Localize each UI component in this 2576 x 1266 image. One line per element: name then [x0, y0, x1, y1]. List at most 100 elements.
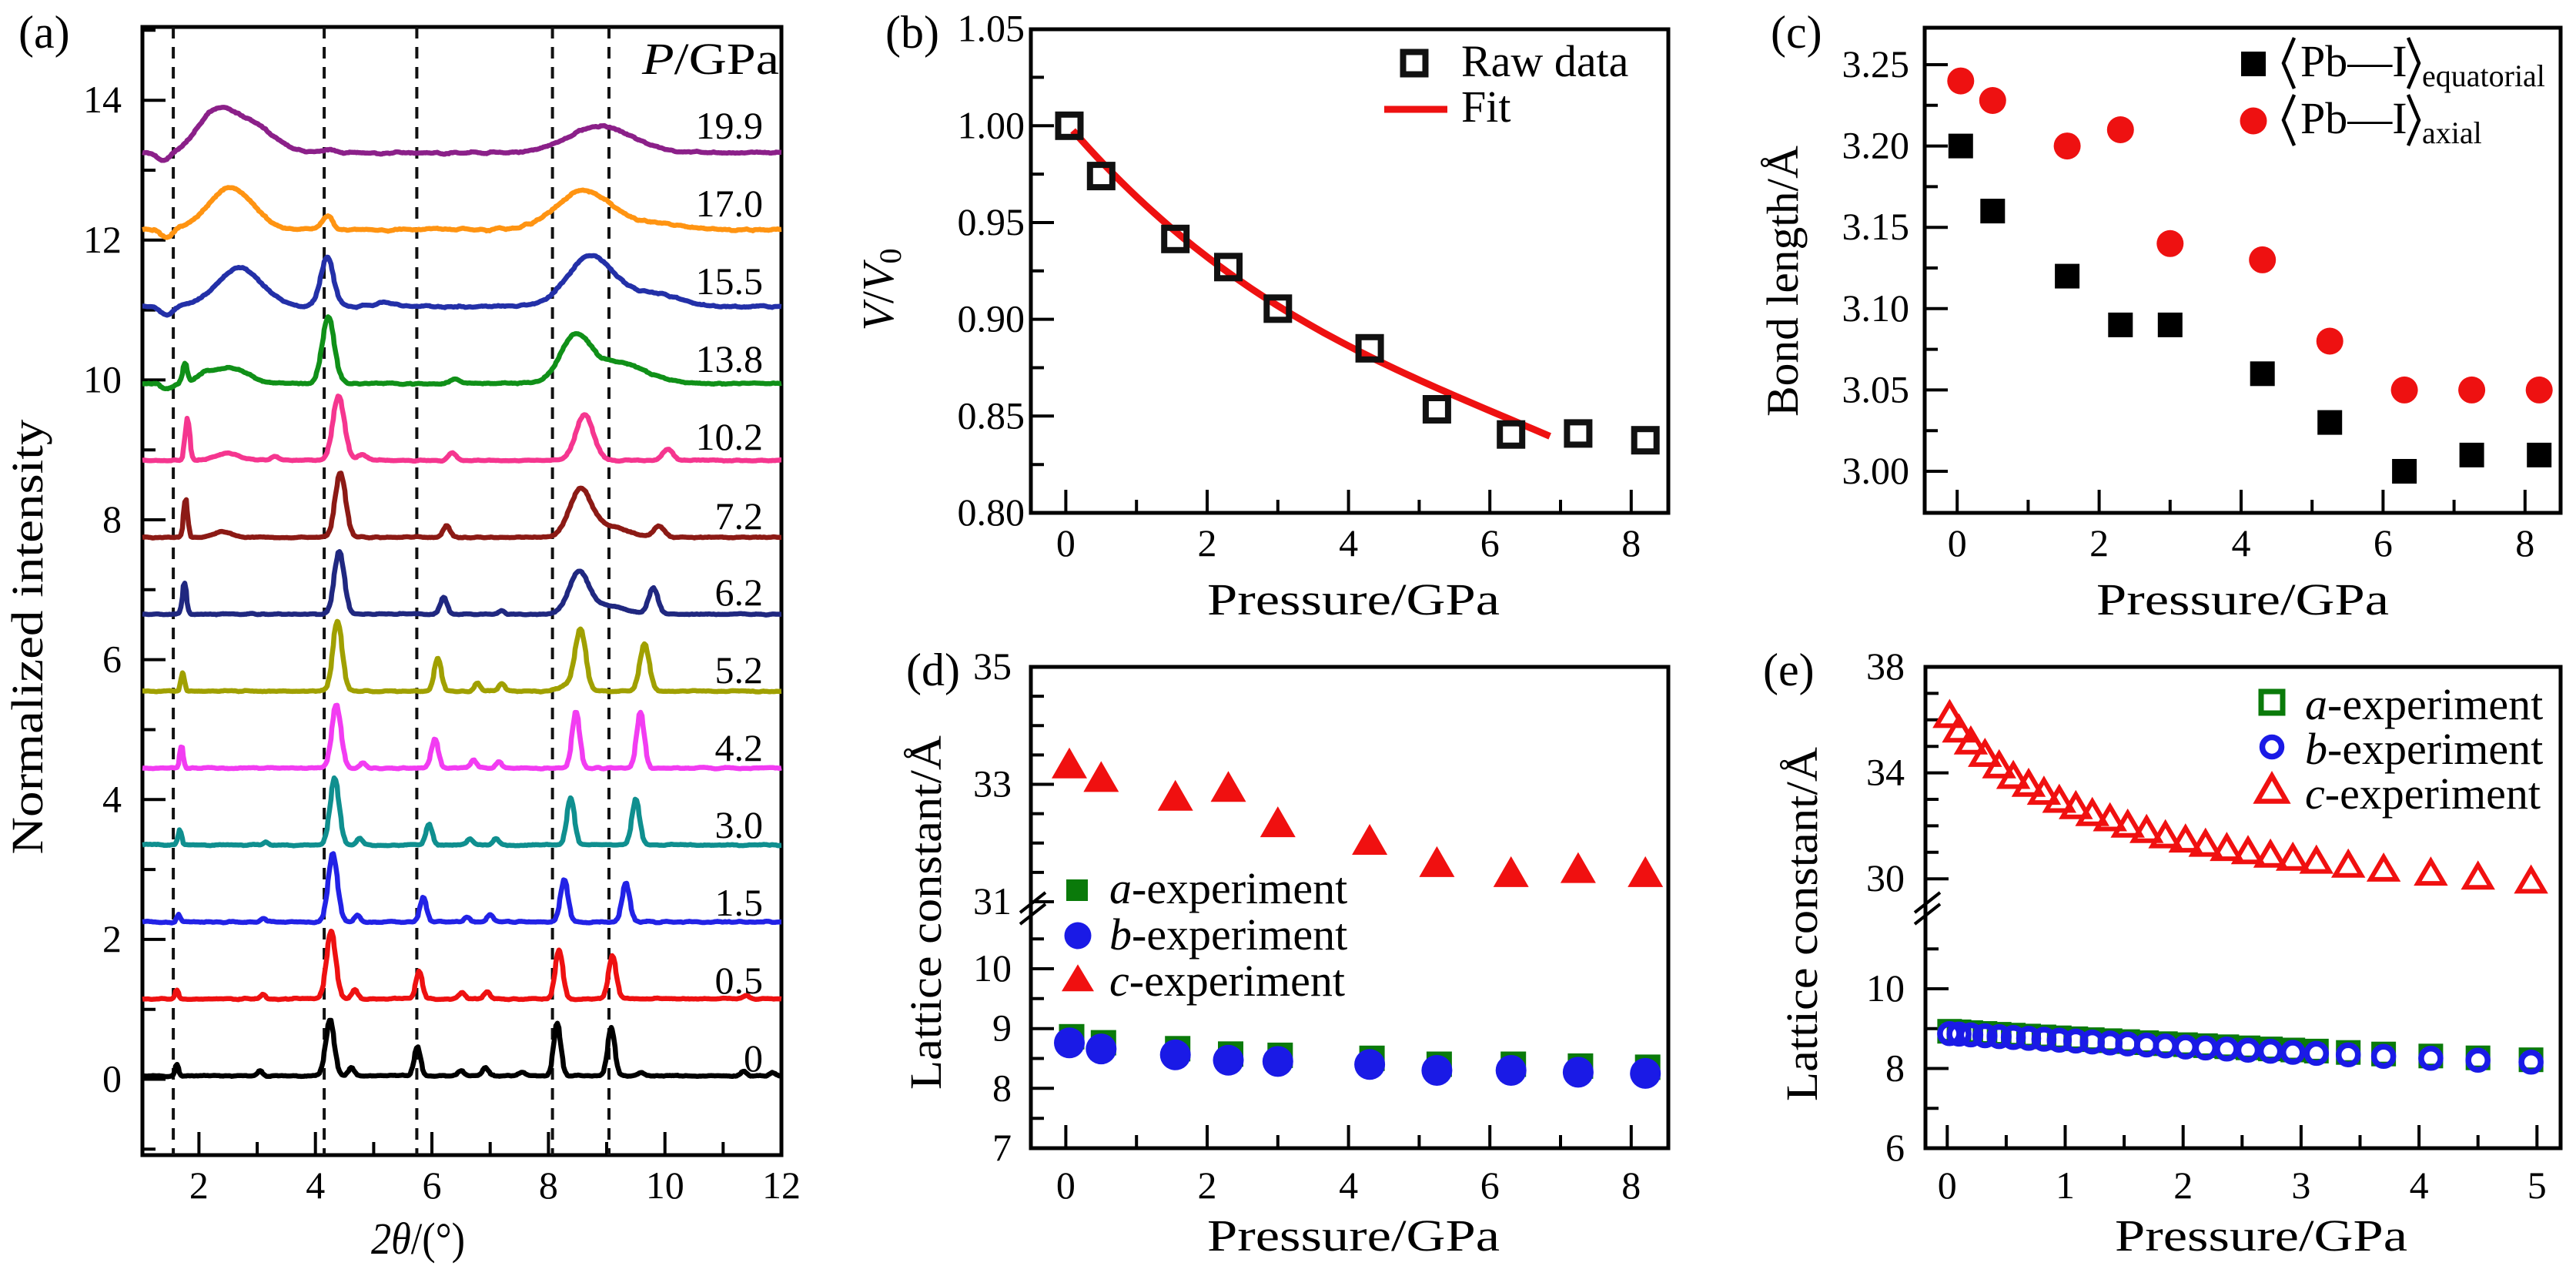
svg-text:33: 33: [973, 762, 1012, 805]
svg-text:14: 14: [83, 78, 122, 121]
svg-text:10: 10: [973, 946, 1012, 990]
svg-text:4.2: 4.2: [715, 726, 764, 769]
svg-text:4: 4: [2410, 1164, 2429, 1207]
svg-text:Pressure/GPa: Pressure/GPa: [1207, 574, 1500, 625]
svg-text:6: 6: [1885, 1126, 1905, 1169]
svg-text:6: 6: [423, 1164, 442, 1207]
svg-text:(a): (a): [18, 7, 70, 58]
svg-text:P/GPa: P/GPa: [641, 34, 779, 84]
svg-text:6: 6: [102, 638, 122, 681]
svg-text:19.9: 19.9: [696, 104, 764, 147]
svg-text:15.5: 15.5: [696, 260, 764, 303]
svg-text:3: 3: [2291, 1164, 2310, 1207]
svg-text:Pressure/GPa: Pressure/GPa: [1207, 1211, 1500, 1261]
svg-text:Pb—I: Pb—I: [2300, 36, 2407, 86]
svg-text:8: 8: [2515, 521, 2534, 564]
svg-text:4: 4: [2232, 521, 2251, 564]
svg-text:0: 0: [744, 1037, 763, 1080]
svg-text:(d): (d): [906, 645, 960, 695]
svg-text:3.0: 3.0: [715, 803, 764, 846]
svg-text:8: 8: [992, 1066, 1012, 1109]
svg-text:0.5: 0.5: [715, 959, 764, 1002]
svg-text:a-experiment: a-experiment: [1109, 863, 1347, 913]
svg-text:13.8: 13.8: [696, 337, 764, 380]
svg-text:2: 2: [189, 1164, 209, 1207]
svg-text:0: 0: [102, 1057, 122, 1100]
svg-text:6: 6: [1480, 1164, 1500, 1207]
svg-text:3.25: 3.25: [1842, 42, 1910, 85]
svg-text:Pressure/GPa: Pressure/GPa: [2115, 1211, 2407, 1261]
svg-text:5.2: 5.2: [715, 648, 764, 692]
svg-text:10: 10: [83, 357, 122, 400]
svg-text:Normalized intensity: Normalized intensity: [2, 420, 52, 855]
svg-text:0.80: 0.80: [958, 491, 1025, 534]
svg-text:3.20: 3.20: [1842, 124, 1910, 167]
svg-text:6: 6: [2374, 521, 2393, 564]
svg-text:2: 2: [1198, 521, 1217, 564]
svg-text:2: 2: [2173, 1164, 2193, 1207]
svg-text:0.85: 0.85: [958, 394, 1025, 437]
svg-text:Pb—I: Pb—I: [2300, 93, 2407, 143]
svg-text:3.05: 3.05: [1842, 367, 1910, 410]
svg-text:a-experiment: a-experiment: [2305, 679, 2543, 729]
svg-text:Fit: Fit: [1461, 82, 1511, 132]
svg-text:b-experiment: b-experiment: [2305, 724, 2543, 774]
svg-text:0.95: 0.95: [958, 200, 1025, 243]
svg-text:1.00: 1.00: [958, 103, 1025, 146]
svg-text:35: 35: [973, 645, 1012, 688]
svg-text:34: 34: [1866, 751, 1905, 794]
svg-text:2: 2: [102, 917, 122, 960]
svg-text:10: 10: [1866, 966, 1905, 1010]
svg-text:10.2: 10.2: [696, 415, 764, 458]
svg-text:b-experiment: b-experiment: [1109, 909, 1347, 960]
svg-text:1.5: 1.5: [715, 881, 764, 924]
svg-text:2: 2: [1198, 1164, 1217, 1207]
svg-text:c-experiment: c-experiment: [2305, 769, 2541, 819]
svg-text:30: 30: [1866, 856, 1905, 899]
svg-text:8: 8: [102, 497, 122, 541]
svg-text:4: 4: [1339, 521, 1358, 564]
svg-text:0: 0: [1948, 521, 1967, 564]
svg-text:4: 4: [1339, 1164, 1358, 1207]
svg-text:c-experiment: c-experiment: [1109, 956, 1345, 1006]
svg-text:2: 2: [2089, 521, 2109, 564]
svg-text:8: 8: [1621, 1164, 1641, 1207]
svg-text:31: 31: [973, 879, 1012, 923]
svg-text:7: 7: [992, 1126, 1012, 1169]
svg-text:1: 1: [2056, 1164, 2075, 1207]
svg-text:4: 4: [306, 1164, 325, 1207]
svg-text:6.2: 6.2: [715, 571, 764, 614]
svg-text:8: 8: [1885, 1047, 1905, 1090]
svg-text:0: 0: [1938, 1164, 1957, 1207]
svg-text:0: 0: [1056, 521, 1076, 564]
svg-text:0.90: 0.90: [958, 297, 1025, 340]
svg-text:9: 9: [992, 1006, 1012, 1050]
svg-text:3.10: 3.10: [1842, 286, 1910, 330]
svg-text:0: 0: [1056, 1164, 1076, 1207]
svg-text:1.05: 1.05: [958, 7, 1025, 50]
svg-text:Pressure/GPa: Pressure/GPa: [2096, 574, 2389, 625]
svg-text:Bond length/Å: Bond length/Å: [1758, 146, 1808, 417]
svg-text:(e): (e): [1763, 645, 1815, 695]
svg-text:7.2: 7.2: [715, 494, 764, 538]
svg-text:4: 4: [102, 777, 122, 820]
svg-text:12: 12: [762, 1164, 801, 1207]
svg-text:8: 8: [1621, 521, 1641, 564]
svg-text:(b): (b): [885, 7, 939, 58]
svg-text:Lattice constant/Å: Lattice constant/Å: [1777, 747, 1827, 1101]
svg-text:5: 5: [2527, 1164, 2547, 1207]
svg-text:2θ/(°): 2θ/(°): [371, 1214, 465, 1264]
svg-text:Raw data: Raw data: [1461, 36, 1628, 86]
svg-text:3.15: 3.15: [1842, 205, 1910, 248]
svg-text:equatorial: equatorial: [2422, 59, 2545, 93]
svg-text:12: 12: [83, 218, 122, 261]
svg-text:10: 10: [646, 1164, 684, 1207]
svg-text:Lattice constant/Å: Lattice constant/Å: [901, 735, 951, 1090]
svg-text:17.0: 17.0: [696, 182, 764, 225]
svg-text:(c): (c): [1771, 7, 1822, 58]
svg-text:38: 38: [1866, 645, 1905, 688]
svg-text:6: 6: [1480, 521, 1500, 564]
svg-text:3.00: 3.00: [1842, 449, 1910, 492]
svg-text:axial: axial: [2422, 116, 2482, 150]
svg-text:8: 8: [539, 1164, 558, 1207]
